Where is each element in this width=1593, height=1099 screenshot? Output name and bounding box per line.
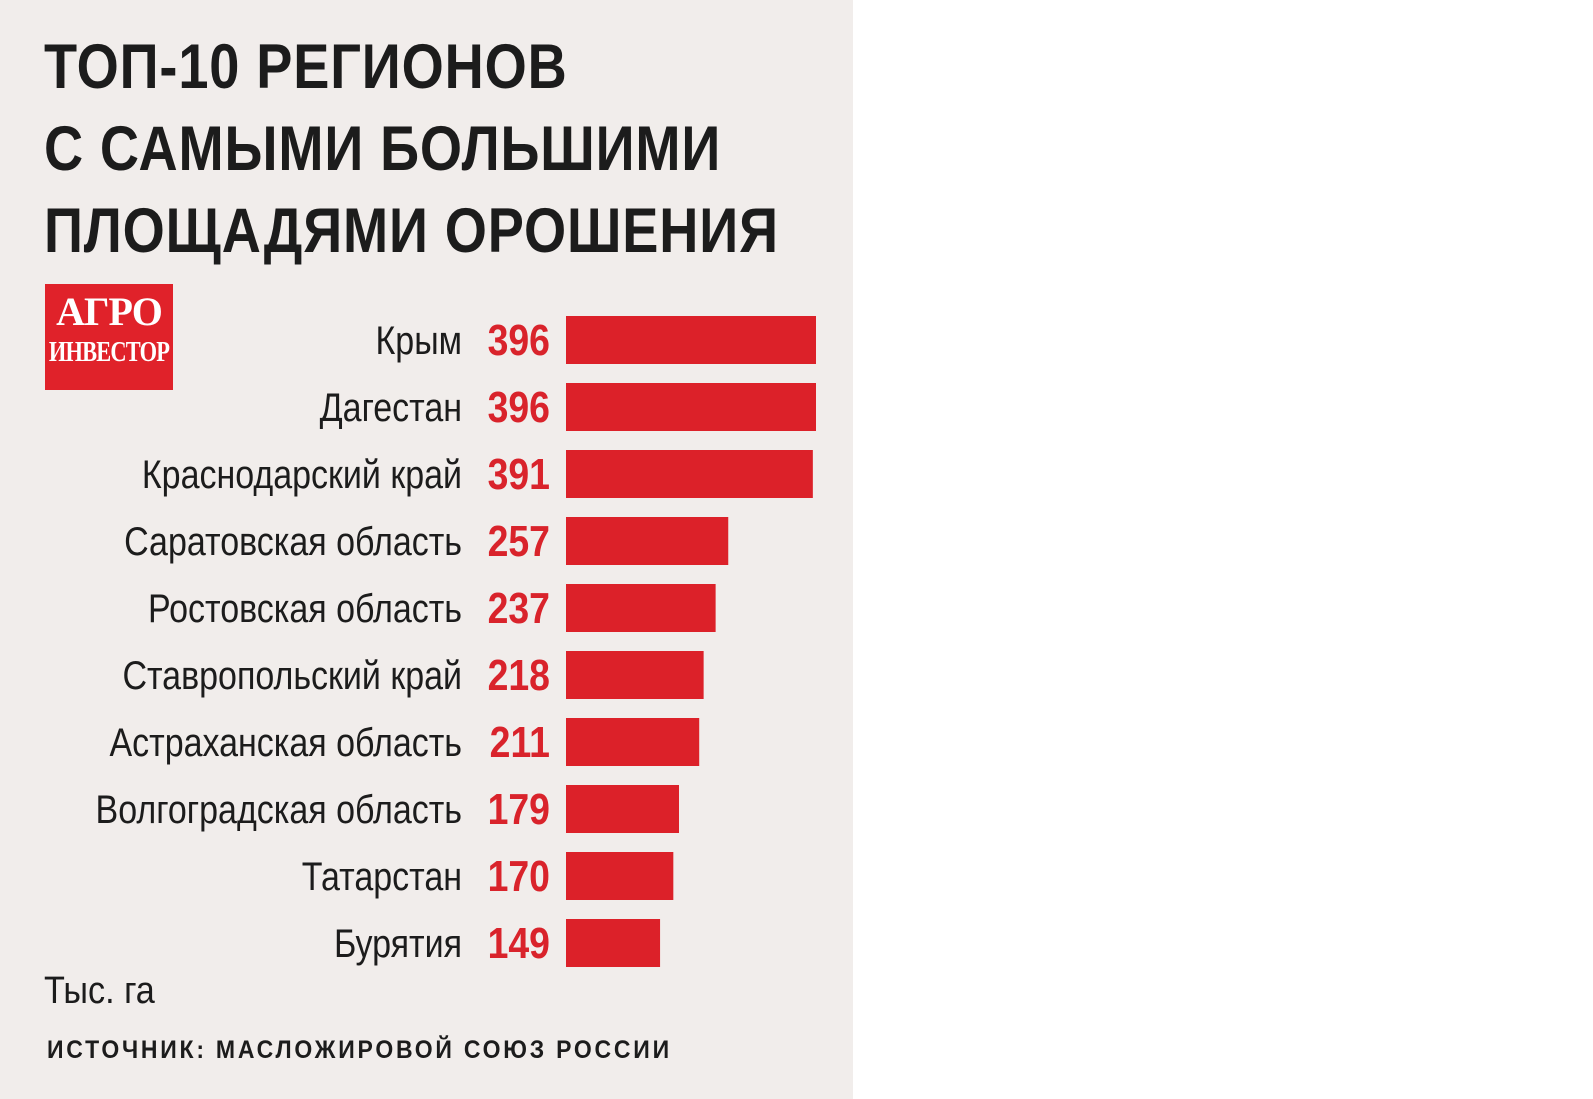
- bar: [566, 584, 716, 632]
- bar: [566, 785, 680, 833]
- bar: [566, 919, 661, 967]
- bar: [566, 316, 816, 364]
- category-label: Дагестан: [320, 384, 462, 429]
- bar: [566, 718, 700, 766]
- value-label: 391: [488, 449, 550, 499]
- value-label: 170: [488, 851, 550, 901]
- category-label: Ростовская область: [148, 585, 462, 630]
- bar: [566, 651, 704, 699]
- value-label: 237: [488, 583, 550, 633]
- value-label: 396: [488, 315, 550, 365]
- title-line-2: С САМЫМИ БОЛЬШИМИ: [44, 114, 722, 184]
- bar-chart: 396 Крым 396 Дагестан 391 Краснодарский край 2…: [96, 315, 816, 968]
- category-label: Краснодарский край: [142, 451, 462, 496]
- value-label: 396: [488, 382, 550, 432]
- category-label: Волгоградская область: [96, 786, 462, 831]
- title-line-1: ТОП-10 РЕГИОНОВ: [44, 32, 568, 102]
- logo-line-2: ИНВЕСТОР: [48, 337, 170, 368]
- title-line-3: ПЛОЩАДЯМИ ОРОШЕНИЯ: [44, 196, 779, 266]
- category-label: Татарстан: [302, 853, 462, 898]
- category-label: Крым: [375, 317, 462, 362]
- category-label: Саратовская область: [124, 518, 462, 563]
- infographic-panel: ТОП-10 РЕГИОНОВ С САМЫМИ БОЛЬШИМИ ПЛОЩАД…: [0, 0, 853, 1099]
- chart-title: ТОП-10 РЕГИОНОВ С САМЫМИ БОЛЬШИМИ ПЛОЩАД…: [44, 26, 779, 272]
- value-label: 179: [488, 784, 550, 834]
- agroinvestor-logo: АГРО ИНВЕСТОР: [45, 284, 173, 390]
- value-label: 211: [490, 717, 550, 767]
- bar: [566, 852, 674, 900]
- source-note: ИСТОЧНИК: МАСЛОЖИРОВОЙ СОЮЗ РОССИИ: [47, 1036, 672, 1064]
- bar: [566, 517, 729, 565]
- value-label: 218: [488, 650, 550, 700]
- value-label: 149: [488, 918, 550, 968]
- bar: [566, 450, 813, 498]
- bar: [566, 383, 816, 431]
- category-label: Ставропольский край: [122, 652, 462, 697]
- category-label: Бурятия: [334, 920, 462, 965]
- logo-line-1: АГРО: [56, 289, 163, 334]
- unit-label: Тыс. га: [44, 970, 155, 1012]
- value-label: 257: [488, 516, 550, 566]
- category-label: Астраханская область: [109, 719, 462, 764]
